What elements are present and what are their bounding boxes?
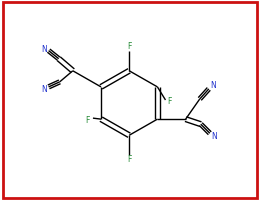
Text: N: N <box>42 45 48 54</box>
Text: N: N <box>211 132 217 141</box>
Text: F: F <box>127 42 131 51</box>
Text: N: N <box>41 85 47 94</box>
Text: N: N <box>210 81 216 90</box>
Text: F: F <box>127 155 131 164</box>
Text: F: F <box>168 97 172 106</box>
Text: F: F <box>86 116 90 125</box>
